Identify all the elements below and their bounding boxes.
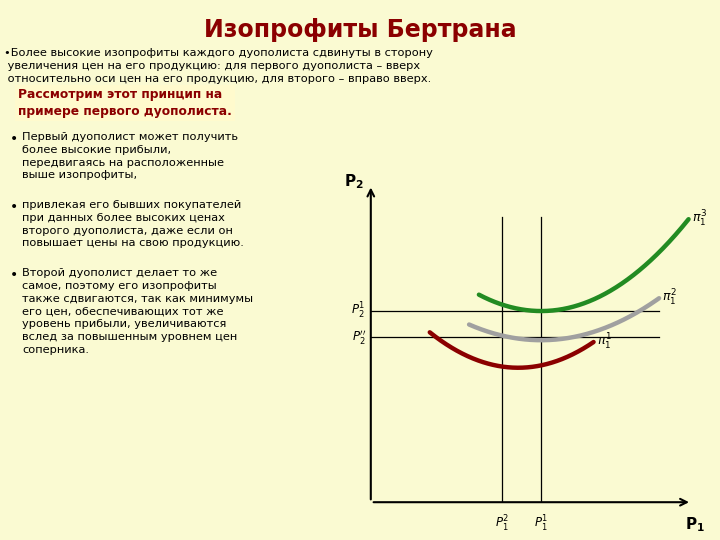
- Text: Рассмотрим этот принцип на
примере первого дуополиста.: Рассмотрим этот принцип на примере перво…: [18, 88, 232, 118]
- Text: $\mathbf{P_1}$: $\mathbf{P_1}$: [685, 515, 705, 534]
- Text: •Более высокие изопрофиты каждого дуополиста сдвинуты в сторону
 увеличения цен : •Более высокие изопрофиты каждого дуопол…: [4, 48, 433, 84]
- Text: Первый дуополист может получить
более высокие прибыли,
передвигаясь на расположе: Первый дуополист может получить более вы…: [22, 132, 238, 180]
- Text: $\mathbf{P_2}$: $\mathbf{P_2}$: [344, 172, 364, 191]
- Text: $P^{\prime\prime}_2$: $P^{\prime\prime}_2$: [351, 328, 366, 346]
- Text: Изопрофиты Бертрана: Изопрофиты Бертрана: [204, 18, 516, 42]
- Text: $\pi^2_1$: $\pi^2_1$: [662, 288, 677, 308]
- Text: •: •: [10, 268, 18, 282]
- Text: •: •: [10, 200, 18, 214]
- Text: Второй дуополист делает то же
самое, поэтому его изопрофиты
также сдвигаются, та: Второй дуополист делает то же самое, поэ…: [22, 268, 253, 355]
- Text: •: •: [10, 132, 18, 146]
- Text: $\pi^1_1$: $\pi^1_1$: [597, 332, 612, 352]
- Text: $P^1_1$: $P^1_1$: [534, 514, 549, 534]
- Text: $\pi^3_1$: $\pi^3_1$: [692, 209, 707, 230]
- Text: $P^1_2$: $P^1_2$: [351, 301, 366, 321]
- Text: привлекая его бывших покупателей
при данных более высоких ценах
второго дуополис: привлекая его бывших покупателей при дан…: [22, 200, 244, 248]
- Text: $P^2_1$: $P^2_1$: [495, 514, 509, 534]
